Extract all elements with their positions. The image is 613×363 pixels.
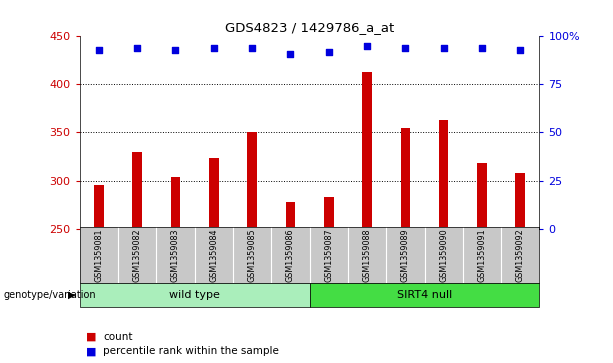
Point (362, 43, 372, 49)
Text: GSM1359085: GSM1359085 (248, 228, 257, 282)
Bar (310, 283, 539, 307)
Text: SIRT4 null: SIRT4 null (397, 290, 452, 300)
Text: GSM1359088: GSM1359088 (362, 228, 371, 282)
Bar (477, 163, 487, 229)
Bar (324, 197, 333, 229)
Text: GSM1359086: GSM1359086 (286, 228, 295, 282)
Bar (209, 158, 219, 229)
Point (400, 45, 410, 51)
Bar (170, 177, 180, 229)
Bar (439, 120, 449, 229)
Text: GSM1359084: GSM1359084 (209, 228, 218, 282)
Text: wild type: wild type (169, 290, 220, 300)
Text: GSM1359092: GSM1359092 (516, 228, 525, 282)
Bar (80, 283, 310, 307)
Point (94, 47, 104, 53)
Text: GSM1359089: GSM1359089 (401, 228, 410, 282)
Point (324, 49, 333, 54)
Bar (94, 185, 104, 229)
Text: ▶: ▶ (68, 290, 75, 300)
Text: GSM1359082: GSM1359082 (132, 228, 142, 282)
Bar (132, 152, 142, 229)
Bar (247, 132, 257, 229)
Point (247, 45, 257, 51)
Title: GDS4823 / 1429786_a_at: GDS4823 / 1429786_a_at (225, 21, 394, 34)
Point (132, 45, 142, 51)
Text: percentile rank within the sample: percentile rank within the sample (103, 346, 279, 356)
Point (170, 47, 180, 53)
Text: GSM1359087: GSM1359087 (324, 228, 333, 282)
Point (286, 51, 295, 57)
Point (209, 45, 219, 51)
Text: ■: ■ (86, 332, 96, 342)
Bar (516, 173, 525, 229)
Bar (400, 128, 410, 229)
Text: GSM1359091: GSM1359091 (478, 228, 487, 282)
Bar (362, 72, 372, 229)
Text: ■: ■ (86, 346, 96, 356)
Point (439, 45, 449, 51)
Bar (286, 202, 295, 229)
Text: genotype/variation: genotype/variation (3, 290, 96, 300)
Text: count: count (103, 332, 132, 342)
Text: GSM1359090: GSM1359090 (439, 228, 448, 282)
Point (477, 45, 487, 51)
Point (516, 47, 525, 53)
Text: GSM1359083: GSM1359083 (171, 228, 180, 282)
Text: GSM1359081: GSM1359081 (94, 228, 104, 282)
